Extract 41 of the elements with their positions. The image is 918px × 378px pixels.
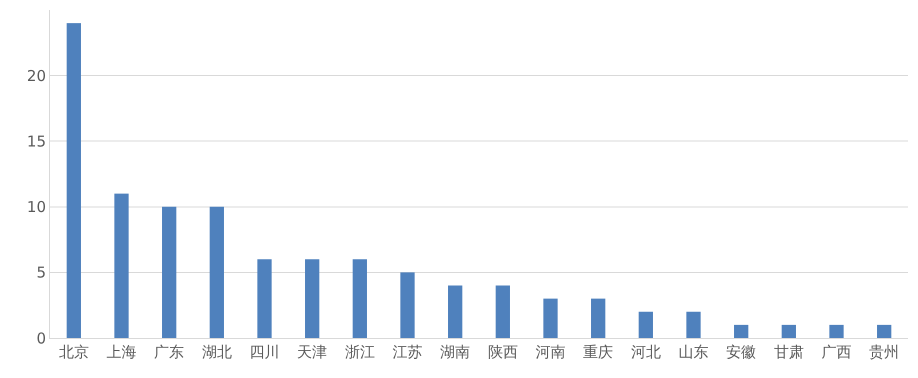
bar: [114, 194, 129, 338]
bar: [496, 286, 510, 338]
x-tick-label: 广东: [154, 343, 184, 361]
bar: [162, 206, 176, 338]
bar: [210, 206, 224, 338]
bar: [448, 286, 462, 338]
x-tick-label: 河北: [630, 343, 661, 361]
x-tick-label: 天津: [297, 343, 328, 361]
bar: [352, 259, 367, 338]
x-tick-label: 广西: [822, 343, 852, 361]
bar: [877, 324, 892, 338]
bar: [829, 324, 844, 338]
y-tick-label: 5: [36, 264, 46, 282]
x-tick-label: 重庆: [583, 343, 614, 361]
x-tick-label: 陕西: [488, 343, 518, 361]
x-tick-label: 甘肃: [774, 343, 804, 361]
y-tick-label: 20: [26, 66, 46, 85]
x-tick-label: 贵州: [869, 343, 900, 361]
x-tick-label: 湖南: [440, 343, 470, 361]
bar: [591, 298, 606, 338]
bar: [686, 312, 701, 338]
bar: [782, 324, 796, 338]
x-tick-label: 山东: [678, 343, 708, 361]
x-tick-label: 安徽: [726, 343, 756, 361]
x-tick-label: 浙江: [344, 343, 375, 361]
x-tick-label: 四川: [250, 343, 280, 361]
y-tick-label: 0: [36, 329, 46, 348]
bar: [257, 259, 272, 338]
x-tick-label: 上海: [106, 343, 136, 361]
bar: [400, 272, 415, 338]
bar: [734, 324, 748, 338]
x-tick-label: 北京: [58, 343, 89, 361]
x-tick-label: 河南: [536, 343, 566, 361]
y-tick-label: 15: [26, 132, 46, 150]
x-tick-label: 湖北: [202, 343, 232, 361]
bar: [66, 23, 81, 338]
x-tick-label: 江苏: [392, 343, 422, 361]
y-tick-label: 10: [26, 198, 46, 216]
bar: [305, 259, 320, 338]
bar: [638, 312, 653, 338]
bar: [543, 298, 558, 338]
